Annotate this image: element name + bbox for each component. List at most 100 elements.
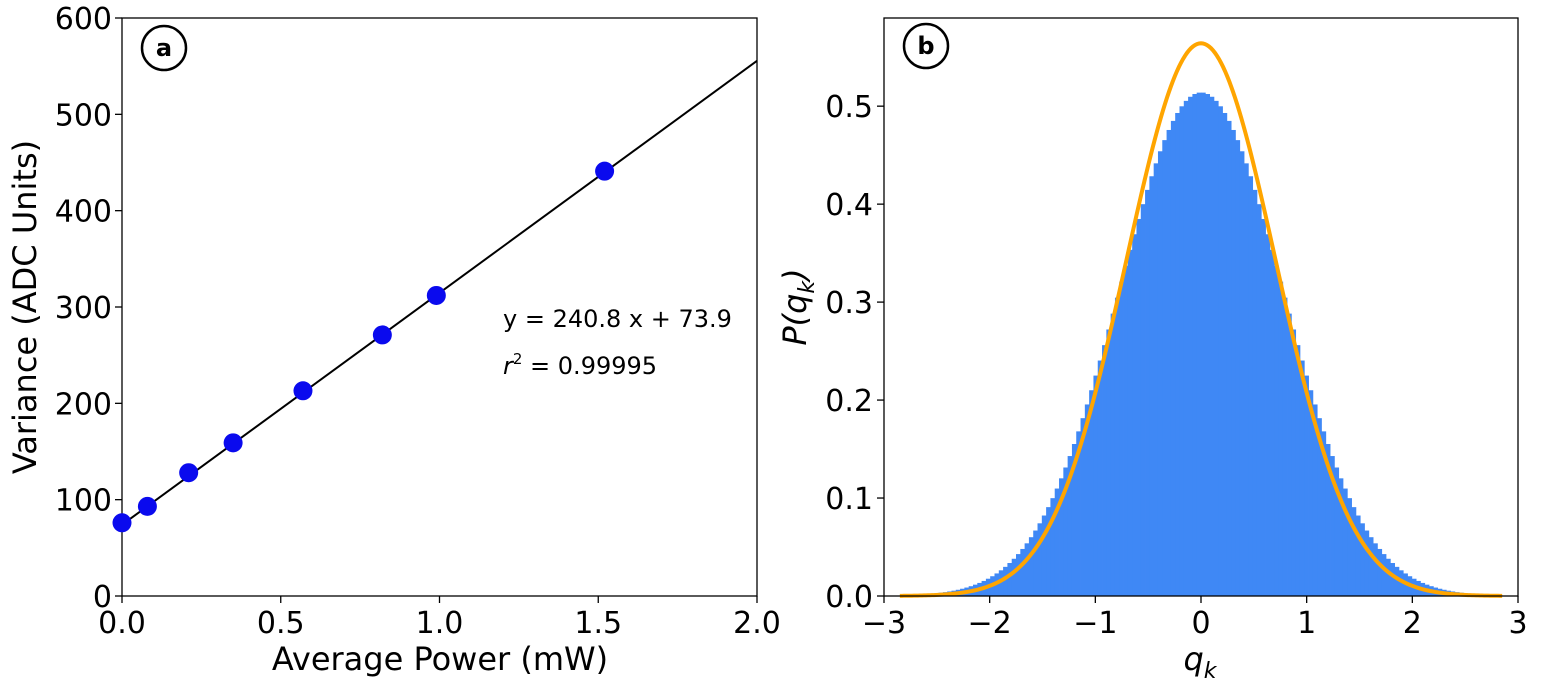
- histogram-bar: [1071, 444, 1077, 596]
- panel-b-badge: b: [902, 22, 950, 70]
- histogram-bar: [1252, 189, 1258, 596]
- histogram-bar: [1347, 498, 1352, 596]
- histogram-bar: [1381, 554, 1387, 596]
- panel-a: 0.0 0.5 1.0 1.5 2.0 0 100 200 300 400 500 600 Aver…: [6, 2, 781, 678]
- histogram-bar: [1076, 431, 1081, 596]
- histogram-bar: [1308, 390, 1314, 596]
- histogram-bar: [1239, 151, 1245, 596]
- histogram-bar: [1373, 543, 1378, 596]
- histogram-bar: [1261, 218, 1266, 596]
- panel-b-ylabel-suffix: ): [776, 268, 814, 282]
- histogram-bar: [1170, 120, 1176, 596]
- histogram-bar: [1394, 566, 1400, 596]
- x-tick-label: −1: [1073, 606, 1117, 641]
- r2-exponent: 2: [513, 350, 523, 368]
- histogram-bar: [1360, 523, 1365, 596]
- histogram-bar: [1377, 548, 1383, 596]
- y-tick-label: 400: [55, 195, 112, 230]
- panel-b-ylabel-main: q: [776, 294, 814, 314]
- y-tick-label: 0.2: [825, 384, 873, 419]
- histogram-bar: [1106, 329, 1112, 596]
- x-tick-label: −2: [968, 606, 1012, 641]
- histogram-bar: [1390, 563, 1395, 596]
- y-tick-label: 200: [55, 387, 112, 422]
- histogram-bar: [1016, 554, 1021, 596]
- histogram-bar: [1084, 404, 1090, 596]
- histogram-bar: [998, 570, 1004, 596]
- panel-b-histogram: [899, 92, 1503, 597]
- histogram-bar: [1226, 120, 1232, 596]
- y-tick-label: 0.3: [825, 286, 873, 321]
- histogram-bar: [1235, 140, 1241, 596]
- histogram-bar: [1011, 558, 1017, 596]
- histogram-bar: [1114, 297, 1120, 596]
- histogram-bar: [1231, 129, 1236, 596]
- panel-a-y-axis-label: Variance (ADC Units): [6, 140, 44, 474]
- data-point-3: [223, 433, 243, 453]
- histogram-bar: [1093, 375, 1099, 596]
- panel-a-y-ticks: 0 100 200 300 400 500 600: [55, 2, 122, 615]
- panel-a-x-ticks: 0.0 0.5 1.0 1.5 2.0: [98, 596, 781, 641]
- panel-a-badge-label: a: [156, 34, 172, 62]
- histogram-bar: [1157, 151, 1163, 596]
- panel-b-ylabel-prefix: P(: [776, 312, 814, 345]
- x-tick-label: −3: [862, 606, 906, 641]
- panel-b-curve-layer: [899, 41, 1503, 598]
- gaussian-curve: [899, 41, 1503, 598]
- data-point-4: [293, 381, 313, 401]
- histogram-bar: [1196, 92, 1202, 596]
- panel-a-x-axis-label: Average Power (mW): [272, 640, 608, 678]
- histogram-bar: [1136, 218, 1142, 596]
- histogram-bar: [1304, 375, 1309, 596]
- histogram-bar: [1162, 140, 1167, 596]
- histogram-bar: [1209, 96, 1215, 596]
- histogram-bar: [1003, 566, 1008, 596]
- panel-b-xlabel-sub: k: [1204, 659, 1218, 678]
- histogram-bar: [1244, 163, 1249, 596]
- panel-a-points-layer: [112, 161, 615, 533]
- data-point-6: [426, 285, 446, 305]
- histogram-bar: [1145, 189, 1150, 596]
- histogram-bar: [1364, 530, 1370, 596]
- x-tick-label: 2.0: [733, 606, 781, 641]
- panel-a-r-squared: r2 = 0.99995: [503, 350, 657, 380]
- histogram-bar: [1132, 234, 1137, 596]
- panel-b-badge-label: b: [917, 32, 934, 60]
- histogram-bar: [1050, 498, 1056, 596]
- histogram-bar: [1140, 204, 1146, 596]
- y-tick-label: 0.4: [825, 188, 873, 223]
- histogram-bar: [1248, 176, 1254, 596]
- histogram-bar: [1059, 478, 1064, 596]
- histogram-bar: [1166, 129, 1172, 596]
- histogram-bar: [1256, 204, 1262, 596]
- histogram-bar: [1110, 313, 1116, 596]
- histogram-bar: [1097, 360, 1103, 596]
- histogram-bar: [1179, 106, 1185, 596]
- histogram-bar: [1274, 265, 1279, 596]
- histogram-bar: [1067, 456, 1073, 596]
- histogram-bar: [1299, 360, 1305, 596]
- histogram-bar: [1398, 570, 1404, 596]
- histogram-bar: [1102, 345, 1107, 596]
- histogram-bar: [1080, 418, 1086, 596]
- histogram-bar: [1282, 297, 1288, 596]
- histogram-bar: [1338, 478, 1344, 596]
- histogram-bar: [1222, 112, 1228, 596]
- histogram-bar: [1278, 281, 1284, 596]
- panel-a-badge-circle: [140, 24, 188, 72]
- panel-b-xlabel-main: q: [1183, 640, 1203, 678]
- histogram-bar: [1183, 100, 1189, 597]
- histogram-bar: [1127, 249, 1133, 596]
- x-tick-label: 3: [1508, 606, 1527, 641]
- y-tick-label: 0.0: [825, 580, 873, 615]
- x-tick-label: 0: [1191, 606, 1210, 641]
- data-point-2: [179, 463, 199, 483]
- r2-value: = 0.99995: [522, 352, 657, 380]
- x-tick-label: 1.5: [574, 606, 622, 641]
- histogram-bar: [1213, 100, 1219, 597]
- histogram-bar: [1192, 94, 1198, 597]
- data-point-5: [372, 325, 392, 345]
- histogram-bar: [1046, 507, 1051, 596]
- x-tick-label: 1.0: [416, 606, 464, 641]
